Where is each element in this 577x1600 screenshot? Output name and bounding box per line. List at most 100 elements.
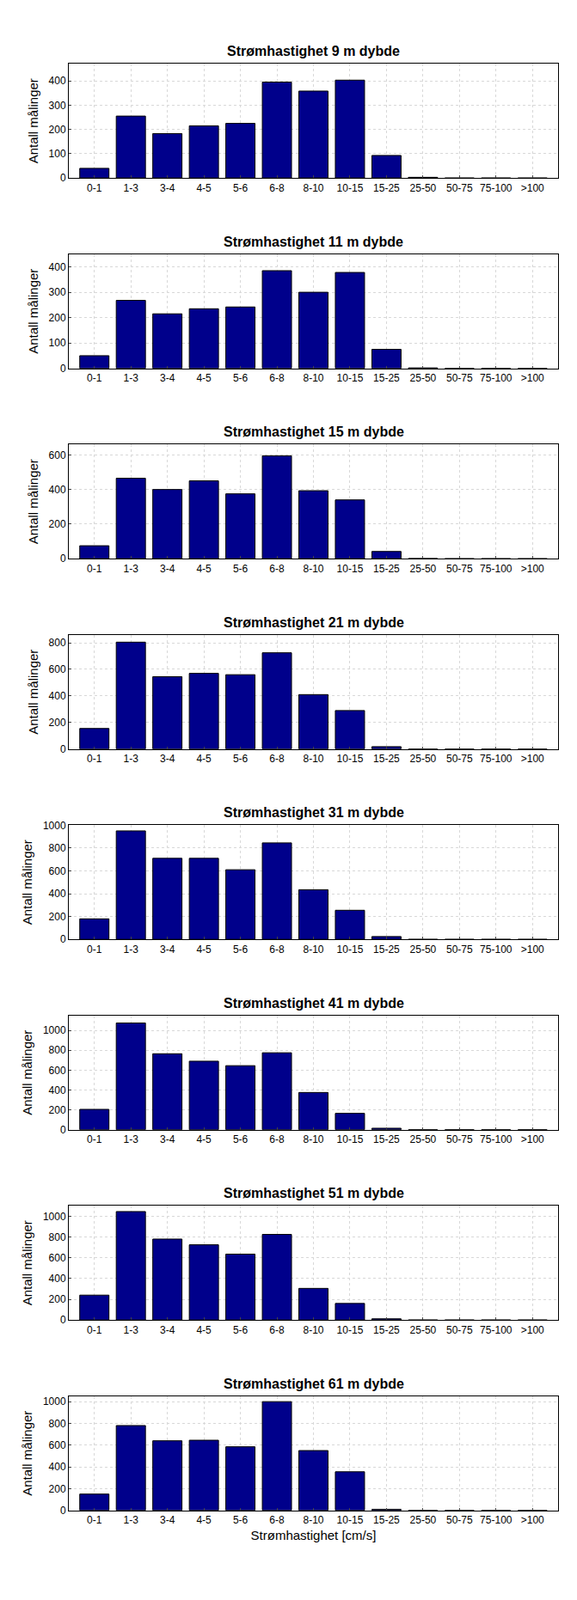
svg-text:10-15: 10-15 <box>337 1134 364 1147</box>
svg-text:1000: 1000 <box>42 1025 67 1038</box>
svg-text:50-75: 50-75 <box>446 1134 473 1147</box>
svg-text:10-15: 10-15 <box>337 563 364 576</box>
svg-text:600: 600 <box>49 449 67 462</box>
svg-text:600: 600 <box>49 1252 67 1265</box>
svg-text:Strømhastighet 11 m dybde: Strømhastighet 11 m dybde <box>223 234 404 250</box>
svg-text:75-100: 75-100 <box>479 753 513 766</box>
svg-text:600: 600 <box>49 1065 67 1078</box>
svg-text:0-1: 0-1 <box>86 753 103 766</box>
svg-text:4-5: 4-5 <box>196 1134 212 1147</box>
svg-text:15-25: 15-25 <box>373 563 400 576</box>
svg-text:1-3: 1-3 <box>123 372 140 385</box>
svg-text:15-25: 15-25 <box>373 1515 400 1528</box>
svg-text:4-5: 4-5 <box>196 1325 212 1338</box>
svg-text:4-5: 4-5 <box>196 563 212 576</box>
svg-text:25-50: 25-50 <box>410 1325 437 1338</box>
svg-text:1-3: 1-3 <box>123 563 140 576</box>
svg-text:6-8: 6-8 <box>269 944 285 957</box>
svg-text:400: 400 <box>49 1085 67 1098</box>
svg-text:Antall målinger: Antall målinger <box>19 1411 35 1498</box>
svg-text:5-6: 5-6 <box>233 1134 249 1147</box>
svg-text:600: 600 <box>49 663 67 676</box>
svg-text:10-15: 10-15 <box>337 182 364 195</box>
svg-text:75-100: 75-100 <box>479 182 513 195</box>
svg-text:8-10: 8-10 <box>302 753 324 766</box>
svg-text:200: 200 <box>49 123 67 136</box>
svg-text:400: 400 <box>49 690 67 703</box>
svg-text:10-15: 10-15 <box>337 1325 364 1338</box>
svg-text:0: 0 <box>60 1124 67 1137</box>
svg-text:100: 100 <box>49 147 67 160</box>
svg-text:3-4: 3-4 <box>159 1325 176 1338</box>
svg-text:50-75: 50-75 <box>446 563 473 576</box>
svg-text:5-6: 5-6 <box>233 182 249 195</box>
svg-text:25-50: 25-50 <box>410 944 437 957</box>
svg-text:6-8: 6-8 <box>269 753 285 766</box>
svg-text:>100: >100 <box>521 944 545 957</box>
svg-text:25-50: 25-50 <box>410 753 437 766</box>
svg-text:200: 200 <box>49 1484 67 1497</box>
svg-text:25-50: 25-50 <box>410 563 437 576</box>
svg-text:75-100: 75-100 <box>479 944 513 957</box>
svg-text:1-3: 1-3 <box>123 753 140 766</box>
svg-text:10-15: 10-15 <box>337 944 364 957</box>
svg-text:1000: 1000 <box>42 1396 67 1409</box>
svg-text:8-10: 8-10 <box>302 182 324 195</box>
svg-text:25-50: 25-50 <box>410 1134 437 1147</box>
svg-text:50-75: 50-75 <box>446 1515 473 1528</box>
svg-text:6-8: 6-8 <box>269 372 285 385</box>
svg-text:8-10: 8-10 <box>302 1325 324 1338</box>
svg-text:400: 400 <box>49 888 67 901</box>
svg-text:8-10: 8-10 <box>302 944 324 957</box>
svg-text:4-5: 4-5 <box>196 372 212 385</box>
svg-text:Strømhastighet [cm/s]: Strømhastighet [cm/s] <box>251 1528 377 1544</box>
svg-text:Antall målinger: Antall målinger <box>19 1031 35 1117</box>
svg-text:50-75: 50-75 <box>446 182 473 195</box>
svg-text:400: 400 <box>49 74 67 87</box>
svg-text:800: 800 <box>49 637 67 650</box>
svg-text:8-10: 8-10 <box>302 1515 324 1528</box>
svg-text:3-4: 3-4 <box>159 753 176 766</box>
svg-text:Antall målinger: Antall målinger <box>25 650 41 736</box>
svg-text:6-8: 6-8 <box>269 563 285 576</box>
svg-text:5-6: 5-6 <box>233 372 249 385</box>
svg-text:10-15: 10-15 <box>337 1515 364 1528</box>
svg-text:0: 0 <box>60 552 67 565</box>
svg-text:15-25: 15-25 <box>373 182 400 195</box>
svg-text:75-100: 75-100 <box>479 1325 513 1338</box>
svg-text:25-50: 25-50 <box>410 182 437 195</box>
svg-text:400: 400 <box>49 484 67 497</box>
svg-text:25-50: 25-50 <box>410 1515 437 1528</box>
svg-text:6-8: 6-8 <box>269 1134 285 1147</box>
svg-text:Strømhastighet 9 m dybde: Strømhastighet 9 m dybde <box>227 43 400 59</box>
svg-text:200: 200 <box>49 1104 67 1118</box>
svg-text:1-3: 1-3 <box>123 182 140 195</box>
svg-text:6-8: 6-8 <box>269 1515 285 1528</box>
svg-text:>100: >100 <box>521 1134 545 1147</box>
svg-text:200: 200 <box>49 717 67 730</box>
svg-text:Strømhastighet 21 m dybde: Strømhastighet 21 m dybde <box>223 615 405 631</box>
svg-text:50-75: 50-75 <box>446 372 473 385</box>
svg-text:Antall målinger: Antall målinger <box>25 78 41 164</box>
svg-text:5-6: 5-6 <box>233 753 249 766</box>
svg-text:8-10: 8-10 <box>302 563 324 576</box>
svg-text:800: 800 <box>49 1418 67 1431</box>
svg-text:>100: >100 <box>521 753 545 766</box>
svg-text:0-1: 0-1 <box>86 372 103 385</box>
svg-text:15-25: 15-25 <box>373 1325 400 1338</box>
svg-text:0-1: 0-1 <box>86 1515 103 1528</box>
svg-text:6-8: 6-8 <box>269 1325 285 1338</box>
svg-text:600: 600 <box>49 1440 67 1453</box>
svg-text:50-75: 50-75 <box>446 753 473 766</box>
svg-text:Strømhastighet 31 m dybde: Strømhastighet 31 m dybde <box>223 805 405 821</box>
svg-text:200: 200 <box>49 911 67 924</box>
svg-text:3-4: 3-4 <box>159 944 176 957</box>
svg-text:800: 800 <box>49 842 67 855</box>
svg-text:6-8: 6-8 <box>269 182 285 195</box>
svg-text:>100: >100 <box>521 563 545 576</box>
svg-text:4-5: 4-5 <box>196 1515 212 1528</box>
svg-text:400: 400 <box>49 1273 67 1286</box>
svg-text:300: 300 <box>49 286 67 299</box>
svg-text:5-6: 5-6 <box>233 1515 249 1528</box>
svg-text:100: 100 <box>49 337 67 350</box>
